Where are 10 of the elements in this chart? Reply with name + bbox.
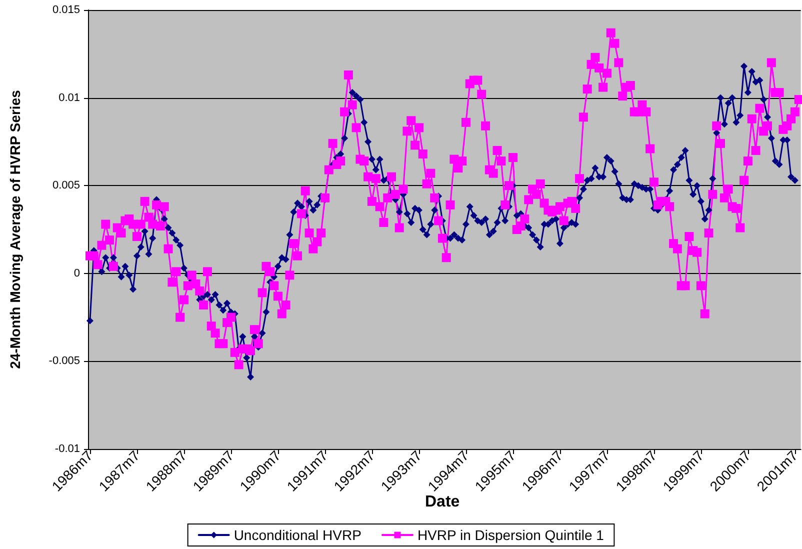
y-tick-label: -0.01 (54, 443, 80, 455)
y-tick-label: 0.015 (52, 4, 80, 16)
legend-label: HVRP in Dispersion Quintile 1 (417, 527, 604, 543)
x-axis-title: Date (425, 494, 460, 510)
y-tick-label: 0.01 (58, 92, 80, 104)
y-tick-label: 0.005 (52, 180, 80, 192)
y-axis-title: 24-Month Moving Average of HVRP Series (7, 90, 23, 369)
y-tick-label: -0.005 (48, 355, 80, 368)
legend-label: Unconditional HVRP (234, 527, 362, 543)
y-tick-label: 0 (74, 267, 80, 280)
